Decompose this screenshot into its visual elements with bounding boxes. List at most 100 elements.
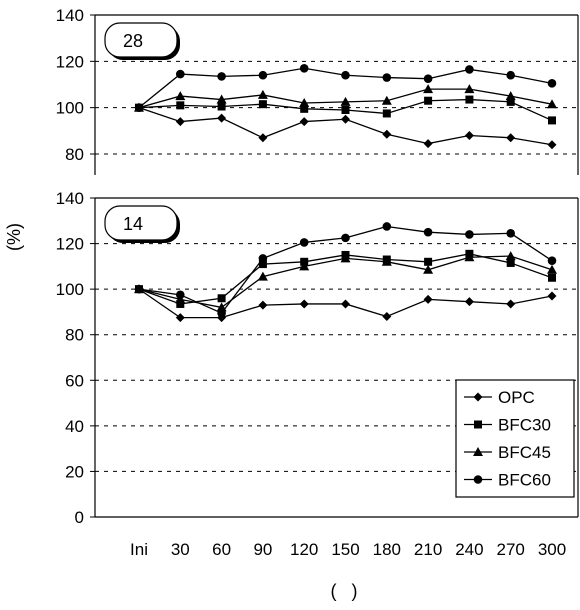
data-point xyxy=(382,311,392,321)
data-point xyxy=(547,291,557,301)
data-point xyxy=(382,73,392,82)
data-point xyxy=(464,252,475,262)
data-point xyxy=(258,100,267,109)
data-point xyxy=(258,260,267,269)
data-point xyxy=(423,264,434,274)
data-point xyxy=(258,133,268,143)
data-point xyxy=(258,70,268,80)
data-point xyxy=(382,109,391,118)
data-point xyxy=(506,258,515,267)
y-tick-label: 20 xyxy=(65,462,84,481)
data-point xyxy=(423,227,433,237)
series-BFC45 xyxy=(134,84,557,112)
data-point xyxy=(381,256,392,266)
data-point xyxy=(340,253,351,263)
data-point xyxy=(299,299,309,309)
y-tick-label: 100 xyxy=(56,280,84,299)
data-point xyxy=(217,308,226,318)
x-tick-label: 210 xyxy=(414,540,442,559)
x-tick-label: 180 xyxy=(373,540,401,559)
data-point xyxy=(176,101,185,110)
legend-entry-OPC: OPC xyxy=(464,388,535,407)
data-point xyxy=(216,94,227,104)
data-point xyxy=(300,104,309,113)
data-point xyxy=(506,70,515,80)
data-point xyxy=(548,116,556,125)
y-tick-label: 80 xyxy=(65,326,84,345)
legend-label: OPC xyxy=(498,388,535,407)
data-point xyxy=(423,84,434,94)
data-point xyxy=(257,271,268,281)
data-point xyxy=(382,222,392,231)
y-tick-label: 100 xyxy=(56,99,84,118)
data-point xyxy=(217,294,226,303)
series-BFC60 xyxy=(134,63,557,112)
data-point xyxy=(505,91,516,101)
legend-marker xyxy=(473,392,483,402)
data-point xyxy=(465,65,474,74)
panel-badge-label: 28 xyxy=(123,31,143,51)
data-point xyxy=(381,95,392,105)
data-point xyxy=(257,89,268,99)
legend-label: BFC30 xyxy=(498,416,551,435)
y-tick-label: 140 xyxy=(56,6,84,25)
data-point xyxy=(465,95,474,104)
data-point xyxy=(464,297,474,307)
x-axis-label: ( ) xyxy=(331,581,358,601)
data-point xyxy=(423,139,433,149)
legend-label: BFC60 xyxy=(498,471,551,490)
data-point xyxy=(547,256,557,265)
legend-marker xyxy=(474,420,482,429)
legend-entry-BFC60: BFC60 xyxy=(464,471,551,490)
legend-entry-BFC45: BFC45 xyxy=(464,443,551,462)
y-tick-label: 40 xyxy=(65,417,84,436)
data-point xyxy=(547,264,557,274)
data-point xyxy=(258,254,268,263)
panel-badge-label: 14 xyxy=(123,214,143,234)
data-point xyxy=(299,117,309,127)
data-point xyxy=(299,63,309,73)
data-point xyxy=(423,74,433,84)
data-point xyxy=(423,294,433,304)
legend-marker xyxy=(473,447,483,456)
data-point xyxy=(134,284,144,294)
x-tick-label: 90 xyxy=(253,540,272,559)
panel-badge xyxy=(104,205,178,241)
panel-lower: 0 20 40 60 80 100 120 140 14 xyxy=(56,189,579,527)
data-point xyxy=(464,130,474,140)
data-point xyxy=(547,99,557,109)
data-point xyxy=(547,140,557,150)
data-point xyxy=(506,299,516,309)
x-tick-label: 270 xyxy=(497,540,525,559)
series-BFC60 xyxy=(134,222,557,318)
data-point xyxy=(505,251,516,261)
x-tick-label: 30 xyxy=(171,540,190,559)
data-point xyxy=(506,229,515,238)
data-point xyxy=(424,257,433,266)
x-tick-label: 240 xyxy=(455,540,483,559)
data-point xyxy=(258,300,268,310)
data-point xyxy=(506,133,516,143)
data-point xyxy=(176,290,185,300)
panel-badge xyxy=(104,22,178,58)
data-point xyxy=(217,113,227,123)
data-point xyxy=(341,114,350,124)
x-tick-label: Ini xyxy=(130,540,148,559)
x-tick-label: 60 xyxy=(212,540,231,559)
y-tick-label: 120 xyxy=(56,235,84,254)
data-point xyxy=(341,70,350,80)
y-tick-label: 0 xyxy=(75,508,84,527)
data-point xyxy=(382,129,392,139)
data-point xyxy=(175,117,185,127)
y-tick-label: 120 xyxy=(56,52,84,71)
legend-marker xyxy=(473,475,483,484)
data-point xyxy=(299,98,310,108)
data-point xyxy=(506,97,515,106)
data-point xyxy=(341,233,350,243)
y-tick-label: 60 xyxy=(65,371,84,390)
x-tick-label: 300 xyxy=(538,540,566,559)
data-point xyxy=(547,79,557,88)
legend-entry-BFC30: BFC30 xyxy=(464,416,551,435)
